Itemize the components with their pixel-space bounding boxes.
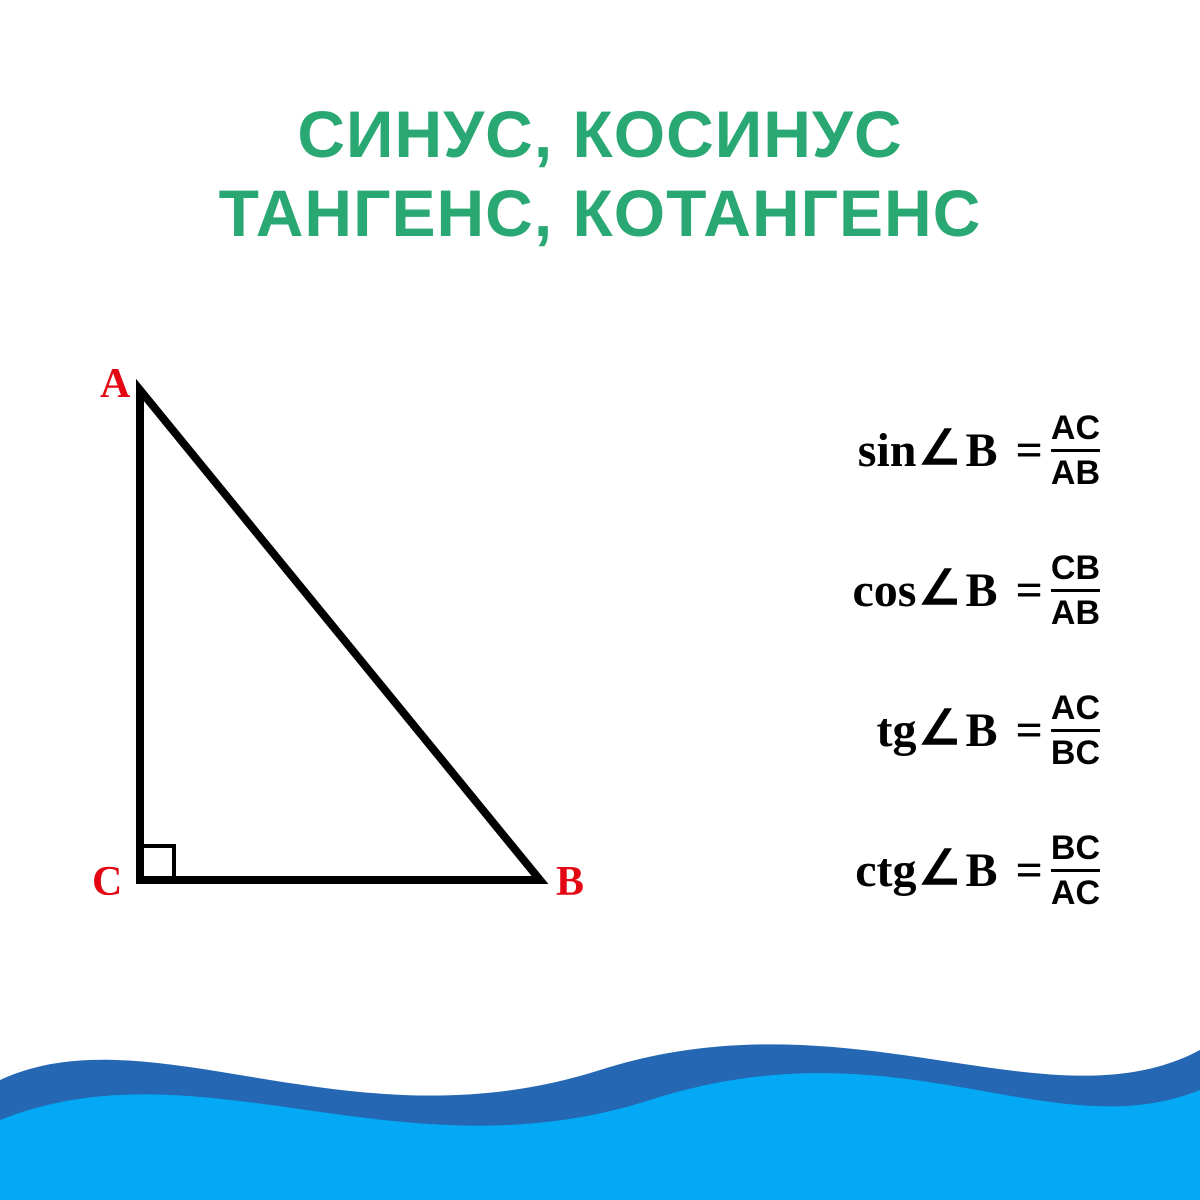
formula-tg: tg ∠B = AC BC [620,691,1160,770]
triangle-diagram: A B C [0,350,600,970]
function-name: tg [877,703,917,758]
angle-icon: ∠ [918,560,961,616]
numerator: BC [1051,831,1100,869]
vertex-label-c: C [92,858,122,906]
content-area: A B C sin∠B = AC AB cos∠B = CB AB tg ∠B … [0,350,1200,970]
denominator: BC [1051,732,1100,770]
function-name: sin [858,423,917,478]
fraction: AC BC [1051,691,1100,770]
formulas-list: sin∠B = AC AB cos∠B = CB AB tg ∠B = AC B [600,350,1200,970]
vertex-label-b: B [556,858,584,906]
function-name: ctg [855,843,916,898]
angle-vertex: B [966,423,998,478]
formula-sin: sin∠B = AC AB [620,411,1160,490]
title-line-1: СИНУС, КОСИНУС [0,95,1200,174]
denominator: AC [1051,872,1100,910]
numerator: CB [1051,551,1100,589]
equals-sign: = [1016,563,1043,618]
formula-ctg: ctg∠B = BC AC [620,831,1160,910]
title-line-2: ТАНГЕНС, КОТАНГЕНС [0,174,1200,253]
equals-sign: = [1016,423,1043,478]
triangle-svg [0,350,600,950]
numerator: AC [1051,411,1100,449]
denominator: AB [1051,592,1100,630]
function-name: cos [853,563,917,618]
right-angle-icon [140,846,174,880]
angle-icon: ∠ [918,840,961,896]
angle-icon: ∠ [918,700,961,756]
angle-vertex: B [966,563,998,618]
vertex-label-a: A [100,360,130,408]
formula-cos: cos∠B = CB AB [620,551,1160,630]
numerator: AC [1051,691,1100,729]
fraction: AC AB [1051,411,1100,490]
denominator: AB [1051,452,1100,490]
triangle-shape [140,390,540,880]
equals-sign: = [1016,703,1043,758]
page-title: СИНУС, КОСИНУС ТАНГЕНС, КОТАНГЕНС [0,95,1200,253]
wave-decoration [0,1000,1200,1200]
angle-vertex: B [966,703,998,758]
equals-sign: = [1016,843,1043,898]
angle-vertex: B [966,843,998,898]
fraction: BC AC [1051,831,1100,910]
angle-icon: ∠ [918,420,961,476]
fraction: CB AB [1051,551,1100,630]
